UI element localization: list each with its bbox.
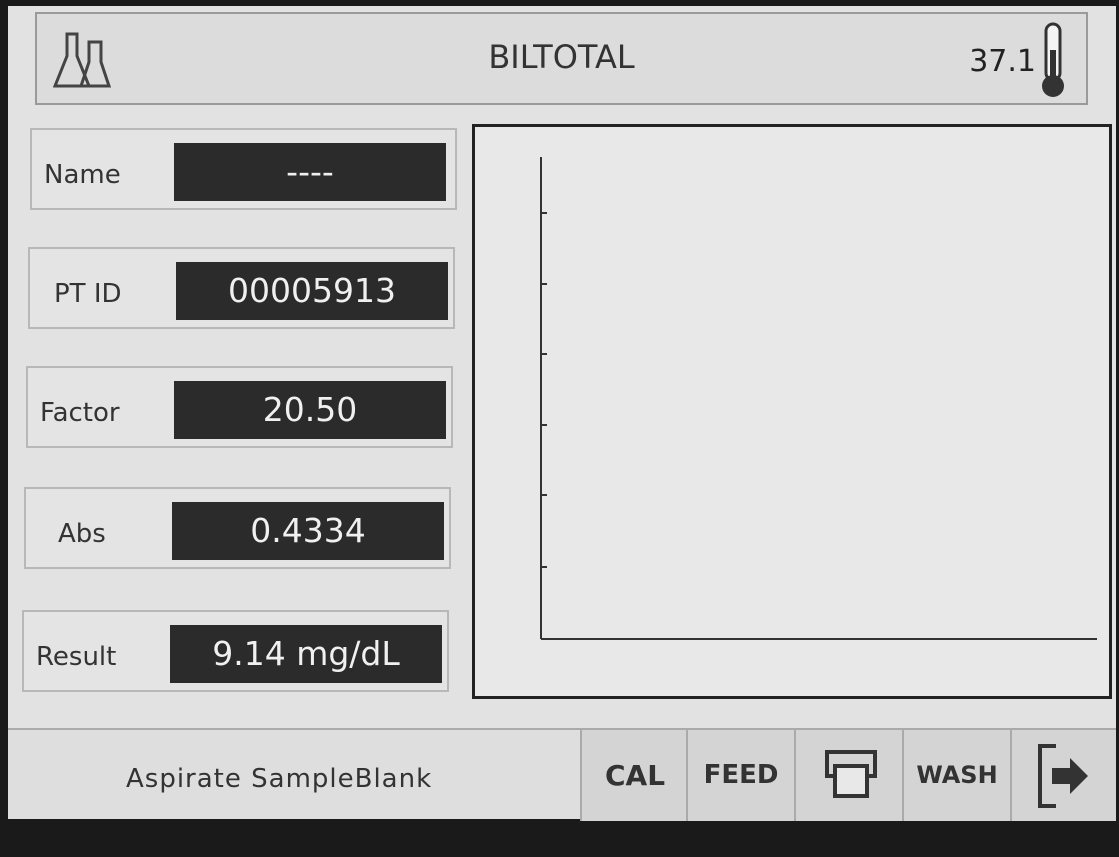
- cal-button[interactable]: CAL: [580, 730, 688, 821]
- ptid-field: PT ID 00005913: [28, 247, 455, 329]
- exit-button[interactable]: [1010, 730, 1116, 821]
- print-icon: [825, 750, 877, 798]
- graph-axes: [540, 157, 1097, 640]
- field-value[interactable]: ----: [174, 143, 446, 201]
- footer: Aspirate SampleBlank CAL FEED WASH: [8, 728, 1116, 821]
- field-value: 0.4334: [172, 502, 444, 560]
- name-field: Name ----: [30, 128, 457, 210]
- abs-field: Abs 0.4334: [24, 487, 451, 569]
- field-label: Name: [44, 160, 121, 190]
- feed-button[interactable]: FEED: [686, 730, 794, 821]
- field-label: Result: [36, 642, 117, 672]
- factor-field: Factor 20.50: [26, 366, 453, 448]
- field-label: PT ID: [54, 279, 122, 309]
- temperature: 37.1: [969, 44, 1036, 79]
- field-label: Factor: [40, 398, 120, 428]
- field-value: 9.14 mg/dL: [170, 625, 442, 683]
- title: BILTOTAL: [488, 38, 635, 76]
- graph: [472, 124, 1112, 699]
- field-value[interactable]: 20.50: [174, 381, 446, 439]
- field-label: Abs: [58, 519, 106, 549]
- page: BILTOTAL 37.1 Name ---- PT ID 00005913 F…: [8, 6, 1116, 821]
- status-message: Aspirate SampleBlank: [126, 764, 433, 794]
- field-value[interactable]: 00005913: [176, 262, 448, 320]
- exit-icon: [1038, 744, 1088, 808]
- print-button[interactable]: [794, 730, 902, 821]
- thermometer-icon: [1042, 22, 1064, 97]
- flask-icon: [53, 32, 112, 88]
- header: BILTOTAL 37.1: [35, 12, 1088, 105]
- result-field: Result 9.14 mg/dL: [22, 610, 449, 692]
- wash-button[interactable]: WASH: [902, 730, 1010, 821]
